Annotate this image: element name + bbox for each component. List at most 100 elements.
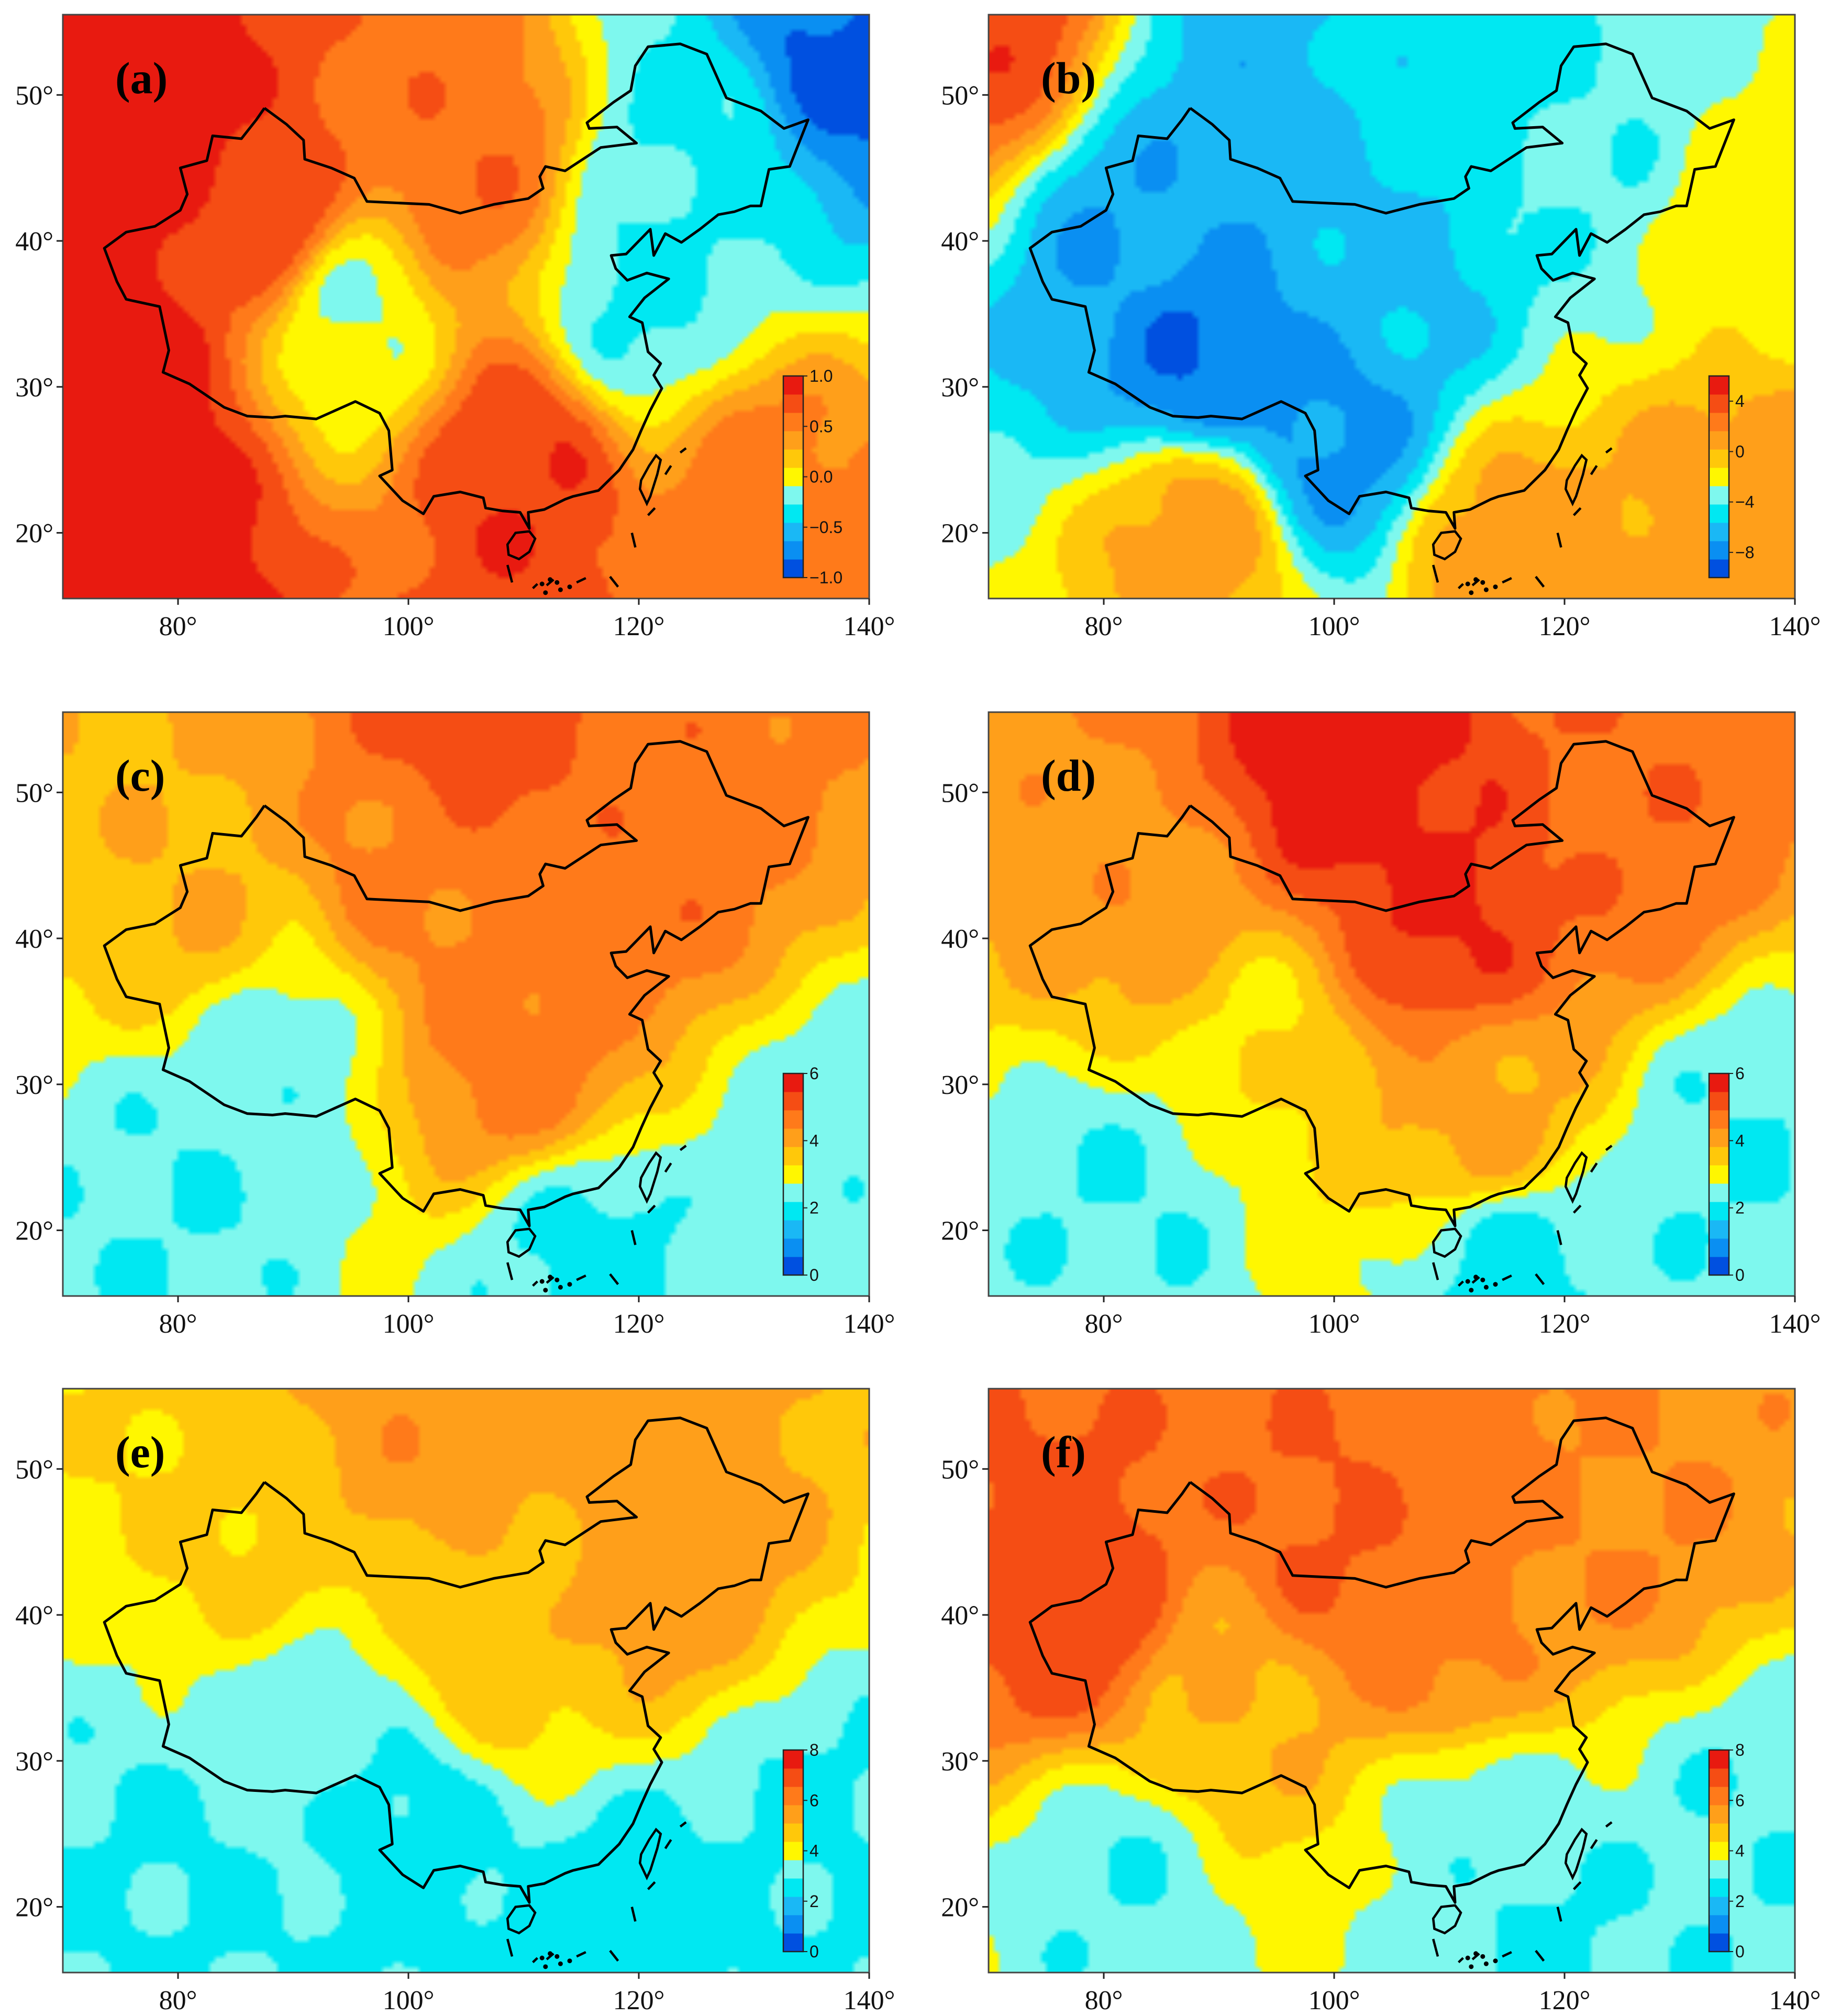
- dash-line-segment: [506, 564, 514, 583]
- colorbar-swatch: [783, 1915, 803, 1934]
- panel-label: (e): [115, 1427, 165, 1477]
- field-raster: [989, 15, 1795, 599]
- lat-tick-label: 30°: [15, 1747, 53, 1777]
- small-island: [543, 590, 548, 595]
- colorbar-swatch: [1709, 1897, 1729, 1915]
- dash-line-segment: [1432, 564, 1439, 583]
- small-island: [1493, 584, 1498, 590]
- colorbar-swatch: [783, 1092, 803, 1111]
- small-island: [548, 1275, 553, 1280]
- taiwan-island: [1564, 453, 1588, 507]
- lat-tick-label: 50°: [941, 778, 979, 808]
- field-raster: [63, 1389, 869, 1973]
- taiwan-island: [638, 1827, 662, 1881]
- colorbar-swatch: [783, 541, 803, 560]
- dash-line-segment: [630, 533, 637, 548]
- small-island: [567, 584, 572, 590]
- colorbar-swatch: [783, 1823, 803, 1842]
- lon-tick-label: 140°: [844, 612, 895, 641]
- small-island: [539, 1955, 545, 1960]
- colorbar-swatch: [783, 376, 803, 395]
- panel-label: (b): [1041, 53, 1096, 103]
- lon-tick-label: 120°: [1539, 1986, 1591, 2015]
- colorbar-tick-label: 6: [1735, 1064, 1745, 1083]
- colorbar-swatch: [783, 431, 803, 450]
- lat-tick-label: 50°: [941, 81, 979, 110]
- small-island: [1465, 1955, 1470, 1960]
- hainan-island: [1432, 530, 1462, 561]
- lon-tick-label: 120°: [1539, 612, 1591, 641]
- lat-tick-label: 20°: [941, 1893, 979, 1923]
- colorbar-swatch: [783, 1878, 803, 1897]
- field-raster: [989, 712, 1795, 1296]
- colorbar-swatch: [783, 1165, 803, 1184]
- colorbar-swatch: [783, 394, 803, 413]
- dash-line-segment: [1572, 507, 1582, 516]
- small-island: [539, 1279, 545, 1284]
- small-island: [1480, 1277, 1485, 1282]
- lon-tick-label: 120°: [613, 1986, 665, 2015]
- lat-tick-label: 40°: [15, 924, 53, 954]
- colorbar-swatch: [783, 1805, 803, 1824]
- colorbar-swatch: [1709, 1183, 1729, 1202]
- small-island: [554, 580, 560, 585]
- lon-tick-label: 120°: [613, 1309, 665, 1339]
- small-island: [1483, 1284, 1489, 1290]
- colorbar-tick-label: 0: [1735, 1942, 1745, 1961]
- colorbar-swatch: [1709, 1823, 1729, 1842]
- panel-6: 80° 100° 120° 140° 20° 30° 40° 50° (f) 8 6 4 2 0: [941, 1388, 1821, 2015]
- colorbar-swatch: [1709, 1787, 1729, 1805]
- lon-tick-label: 100°: [383, 1309, 435, 1339]
- dash-line-segment: [1590, 465, 1598, 475]
- dash-line-segment: [647, 507, 656, 516]
- dash-line-segment: [664, 1162, 672, 1173]
- dash-line-segment: [506, 1262, 514, 1280]
- map-frame: [988, 711, 1796, 1297]
- lon-tick-label: 140°: [1769, 1309, 1821, 1339]
- dash-line-segment: [1502, 1951, 1512, 1958]
- small-island: [1465, 1279, 1470, 1284]
- colorbar-swatch: [783, 468, 803, 486]
- dash-line-segment: [506, 1939, 514, 1957]
- dash-line-segment: [576, 1274, 586, 1281]
- small-island: [554, 1954, 560, 1959]
- china-border: [103, 42, 809, 530]
- map-frame: [62, 711, 870, 1297]
- map-frame: [988, 1388, 1796, 1974]
- dash-line-segment: [609, 1949, 619, 1962]
- small-island: [543, 1288, 548, 1293]
- dash-line-segment: [1458, 583, 1464, 590]
- dash-line-segment: [1556, 1230, 1562, 1245]
- colorbar-swatch: [783, 1750, 803, 1769]
- taiwan-island: [638, 453, 662, 507]
- small-island: [558, 1284, 563, 1290]
- hainan-island: [1432, 1904, 1462, 1935]
- colorbar-swatch: [783, 413, 803, 431]
- small-island: [1493, 1282, 1498, 1287]
- dash-line-segment: [1471, 579, 1480, 586]
- colorbar-swatch: [1709, 486, 1729, 505]
- colorbar-tick-label: −8: [1735, 543, 1754, 562]
- colorbar-swatch: [783, 1860, 803, 1879]
- dash-line-segment: [1556, 533, 1562, 548]
- colorbar-swatch: [1709, 523, 1729, 541]
- colorbar-swatch: [1709, 1202, 1729, 1221]
- colorbar-swatch: [1709, 1238, 1729, 1257]
- colorbar-swatch: [783, 1202, 803, 1221]
- colorbar-swatch: [783, 449, 803, 468]
- colorbar-swatch: [1709, 1110, 1729, 1129]
- colorbar-swatch: [1709, 1768, 1729, 1787]
- lon-tick-label: 80°: [159, 1309, 197, 1339]
- lat-tick-label: 40°: [941, 227, 979, 257]
- small-island: [554, 1277, 560, 1282]
- dash-line-segment: [1458, 1280, 1464, 1287]
- colorbar-swatch: [1709, 468, 1729, 486]
- colorbar-swatch: [1709, 1842, 1729, 1860]
- colorbar-swatch: [1709, 1092, 1729, 1111]
- colorbar-tick-label: 4: [809, 1131, 819, 1150]
- dash-line-segment: [532, 1280, 538, 1287]
- lat-tick-label: 40°: [941, 1601, 979, 1631]
- colorbar-swatch: [783, 1128, 803, 1147]
- small-island: [567, 1282, 572, 1287]
- dash-line-segment: [647, 1881, 656, 1890]
